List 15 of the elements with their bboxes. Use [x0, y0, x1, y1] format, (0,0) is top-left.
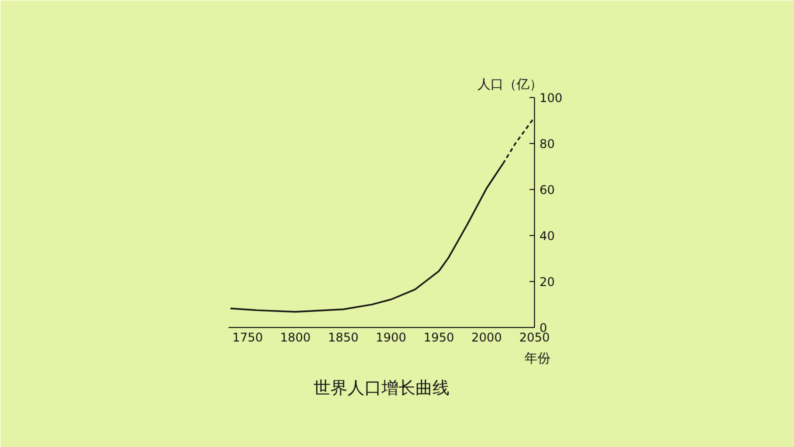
y-tick-label: 40 [540, 229, 555, 243]
y-axis-title: 人口（亿） [478, 78, 542, 92]
y-tick-label: 60 [540, 183, 555, 197]
x-tick-label: 1950 [424, 330, 454, 344]
y-tick-label: 20 [540, 275, 555, 289]
y-tick-label: 80 [540, 137, 555, 151]
x-tick-label: 1850 [328, 330, 359, 344]
x-tick-label: 2000 [471, 330, 502, 344]
x-tick-label: 1900 [376, 330, 406, 344]
x-tick-label: 2050 [519, 330, 550, 344]
text: 世界人口增长曲线 [314, 378, 450, 398]
x-tick-label: 1800 [280, 330, 311, 344]
x-axis-title: 年份 [524, 352, 550, 366]
x-tick-label: 1750 [232, 330, 263, 344]
y-tick-label: 100 [540, 91, 562, 105]
